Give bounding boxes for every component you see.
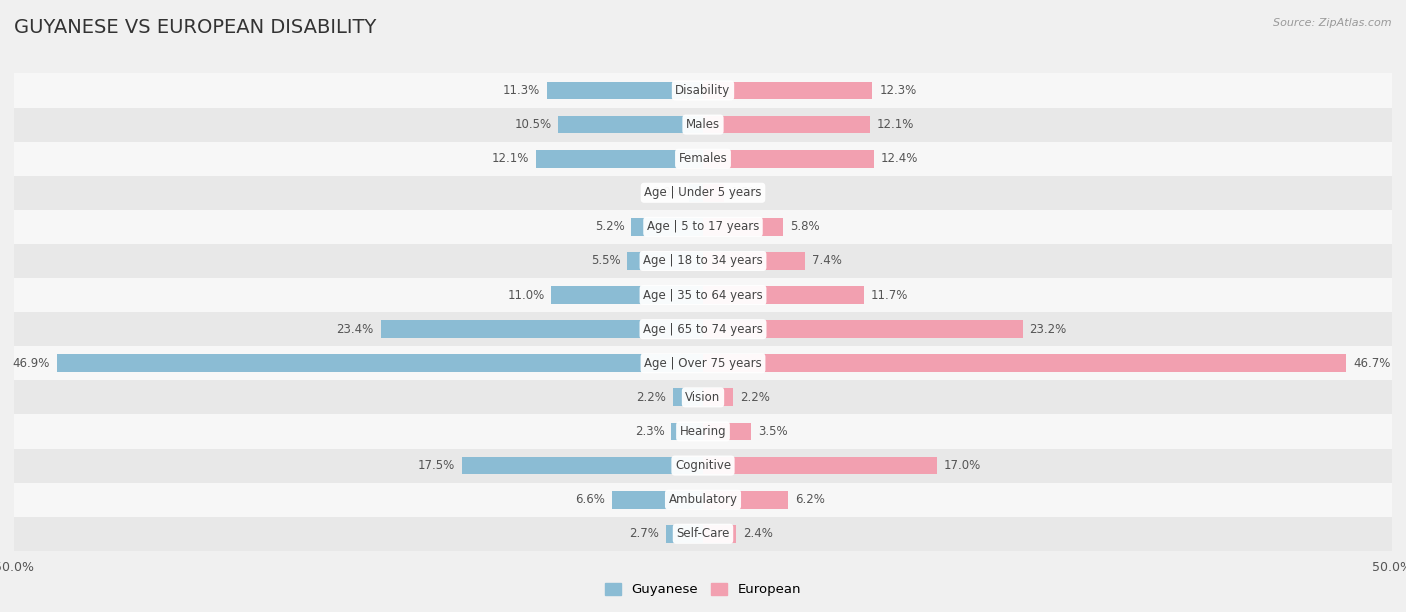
Text: 17.0%: 17.0% xyxy=(945,459,981,472)
Bar xyxy=(703,286,865,304)
Bar xyxy=(703,457,938,474)
Text: Ambulatory: Ambulatory xyxy=(668,493,738,506)
Text: 5.8%: 5.8% xyxy=(790,220,820,233)
Bar xyxy=(703,150,875,168)
Text: 3.5%: 3.5% xyxy=(758,425,787,438)
Bar xyxy=(14,346,1392,380)
Text: Age | Under 5 years: Age | Under 5 years xyxy=(644,186,762,200)
Text: 1.5%: 1.5% xyxy=(731,186,761,200)
Text: 2.4%: 2.4% xyxy=(742,528,773,540)
Text: 12.1%: 12.1% xyxy=(876,118,914,131)
Bar xyxy=(14,141,1392,176)
Bar xyxy=(536,150,703,168)
Text: GUYANESE VS EUROPEAN DISABILITY: GUYANESE VS EUROPEAN DISABILITY xyxy=(14,18,377,37)
Bar xyxy=(703,81,873,99)
Text: 2.2%: 2.2% xyxy=(636,391,666,404)
Text: Self-Care: Self-Care xyxy=(676,528,730,540)
Text: Age | 65 to 74 years: Age | 65 to 74 years xyxy=(643,323,763,335)
Bar xyxy=(14,517,1392,551)
Bar xyxy=(703,218,783,236)
Bar xyxy=(14,449,1392,483)
Text: 6.6%: 6.6% xyxy=(575,493,605,506)
Bar xyxy=(14,414,1392,449)
Text: 12.4%: 12.4% xyxy=(880,152,918,165)
Text: 23.4%: 23.4% xyxy=(336,323,374,335)
Bar xyxy=(703,389,734,406)
Text: 5.2%: 5.2% xyxy=(595,220,624,233)
Text: 2.3%: 2.3% xyxy=(634,425,665,438)
Text: Hearing: Hearing xyxy=(679,425,727,438)
Bar xyxy=(672,389,703,406)
Bar xyxy=(14,176,1392,210)
Bar xyxy=(703,320,1022,338)
Bar xyxy=(703,525,737,543)
Bar xyxy=(666,525,703,543)
Text: Males: Males xyxy=(686,118,720,131)
Text: 11.7%: 11.7% xyxy=(872,289,908,302)
Text: Source: ZipAtlas.com: Source: ZipAtlas.com xyxy=(1274,18,1392,28)
Bar xyxy=(612,491,703,509)
Text: 11.0%: 11.0% xyxy=(508,289,544,302)
Text: Age | 18 to 34 years: Age | 18 to 34 years xyxy=(643,255,763,267)
Bar xyxy=(703,354,1347,372)
Text: 23.2%: 23.2% xyxy=(1029,323,1067,335)
Bar xyxy=(547,81,703,99)
Text: 7.4%: 7.4% xyxy=(811,255,842,267)
Text: 2.7%: 2.7% xyxy=(628,528,659,540)
Bar xyxy=(14,312,1392,346)
Bar xyxy=(14,210,1392,244)
Text: Cognitive: Cognitive xyxy=(675,459,731,472)
Bar xyxy=(14,244,1392,278)
Text: Age | Over 75 years: Age | Over 75 years xyxy=(644,357,762,370)
Bar xyxy=(703,491,789,509)
Text: Age | 35 to 64 years: Age | 35 to 64 years xyxy=(643,289,763,302)
Text: 11.3%: 11.3% xyxy=(503,84,540,97)
Bar xyxy=(381,320,703,338)
Bar xyxy=(703,184,724,201)
Text: 5.5%: 5.5% xyxy=(591,255,620,267)
Text: 12.1%: 12.1% xyxy=(492,152,530,165)
Text: Disability: Disability xyxy=(675,84,731,97)
Bar xyxy=(627,252,703,270)
Text: 1.0%: 1.0% xyxy=(652,186,682,200)
Bar xyxy=(631,218,703,236)
Bar xyxy=(461,457,703,474)
Text: 17.5%: 17.5% xyxy=(418,459,456,472)
Bar xyxy=(14,380,1392,414)
Text: 46.7%: 46.7% xyxy=(1354,357,1391,370)
Text: Age | 5 to 17 years: Age | 5 to 17 years xyxy=(647,220,759,233)
Bar xyxy=(551,286,703,304)
Text: Females: Females xyxy=(679,152,727,165)
Legend: Guyanese, European: Guyanese, European xyxy=(600,578,806,602)
Bar xyxy=(703,116,870,133)
Bar xyxy=(14,483,1392,517)
Bar xyxy=(14,73,1392,108)
Text: 2.2%: 2.2% xyxy=(740,391,770,404)
Bar xyxy=(703,252,806,270)
Bar xyxy=(14,108,1392,141)
Bar xyxy=(14,278,1392,312)
Text: Vision: Vision xyxy=(685,391,721,404)
Text: 10.5%: 10.5% xyxy=(515,118,551,131)
Bar xyxy=(558,116,703,133)
Text: 46.9%: 46.9% xyxy=(13,357,49,370)
Text: 12.3%: 12.3% xyxy=(879,84,917,97)
Bar xyxy=(56,354,703,372)
Text: 6.2%: 6.2% xyxy=(796,493,825,506)
Bar xyxy=(689,184,703,201)
Bar xyxy=(671,423,703,440)
Bar xyxy=(703,423,751,440)
